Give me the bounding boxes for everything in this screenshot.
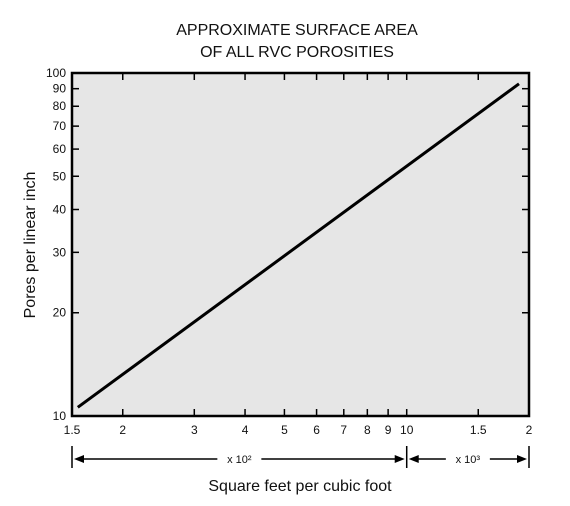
tick-marks: [72, 73, 529, 416]
multiplier-ranges: x 10² x 10³: [71, 446, 530, 468]
range-multiplier-label: x 10³: [456, 454, 481, 466]
x-tick-label: 2: [526, 423, 533, 437]
chart-title-line-1: APPROXIMATE SURFACE AREA: [176, 22, 418, 39]
x-tick-label: 8: [364, 423, 371, 437]
range-arrowhead-right: [394, 455, 405, 463]
x-tick-label: 7: [340, 423, 347, 437]
x-tick-label: 9: [385, 423, 392, 437]
y-tick-label: 10: [53, 409, 67, 423]
y-tick-label: 40: [53, 202, 67, 216]
y-tick-label: 70: [53, 119, 67, 133]
x-tick-label: 2: [119, 423, 126, 437]
y-tick-label: 60: [53, 142, 67, 156]
y-tick-label: 50: [53, 169, 67, 183]
y-tick-label: 90: [53, 82, 67, 96]
x-tick-label: 1.5: [64, 423, 81, 437]
x-axis-label: Square feet per cubic foot: [208, 478, 392, 495]
x-tick-label: 10: [400, 423, 414, 437]
series-line: [76, 82, 520, 409]
chart-title-line-2: OF ALL RVC POROSITIES: [200, 44, 394, 61]
range-arrowhead-left: [74, 455, 84, 463]
x-tick-label: 1.5: [470, 423, 487, 437]
y-tick-label: 30: [53, 245, 67, 259]
y-tick-label: 20: [53, 306, 67, 320]
x-tick-label: 5: [281, 423, 288, 437]
range-multiplier-label: x 10²: [227, 454, 252, 466]
x-tick-label: 6: [313, 423, 320, 437]
x-tick-label: 4: [242, 423, 249, 437]
range-arrowhead-right: [517, 455, 527, 463]
y-axis-label: Pores per linear inch: [22, 172, 39, 319]
x-tick-label: 3: [191, 423, 198, 437]
y-tick-label: 100: [46, 66, 66, 80]
y-tick-label: 80: [53, 99, 67, 113]
range-arrowhead-left: [408, 455, 419, 463]
